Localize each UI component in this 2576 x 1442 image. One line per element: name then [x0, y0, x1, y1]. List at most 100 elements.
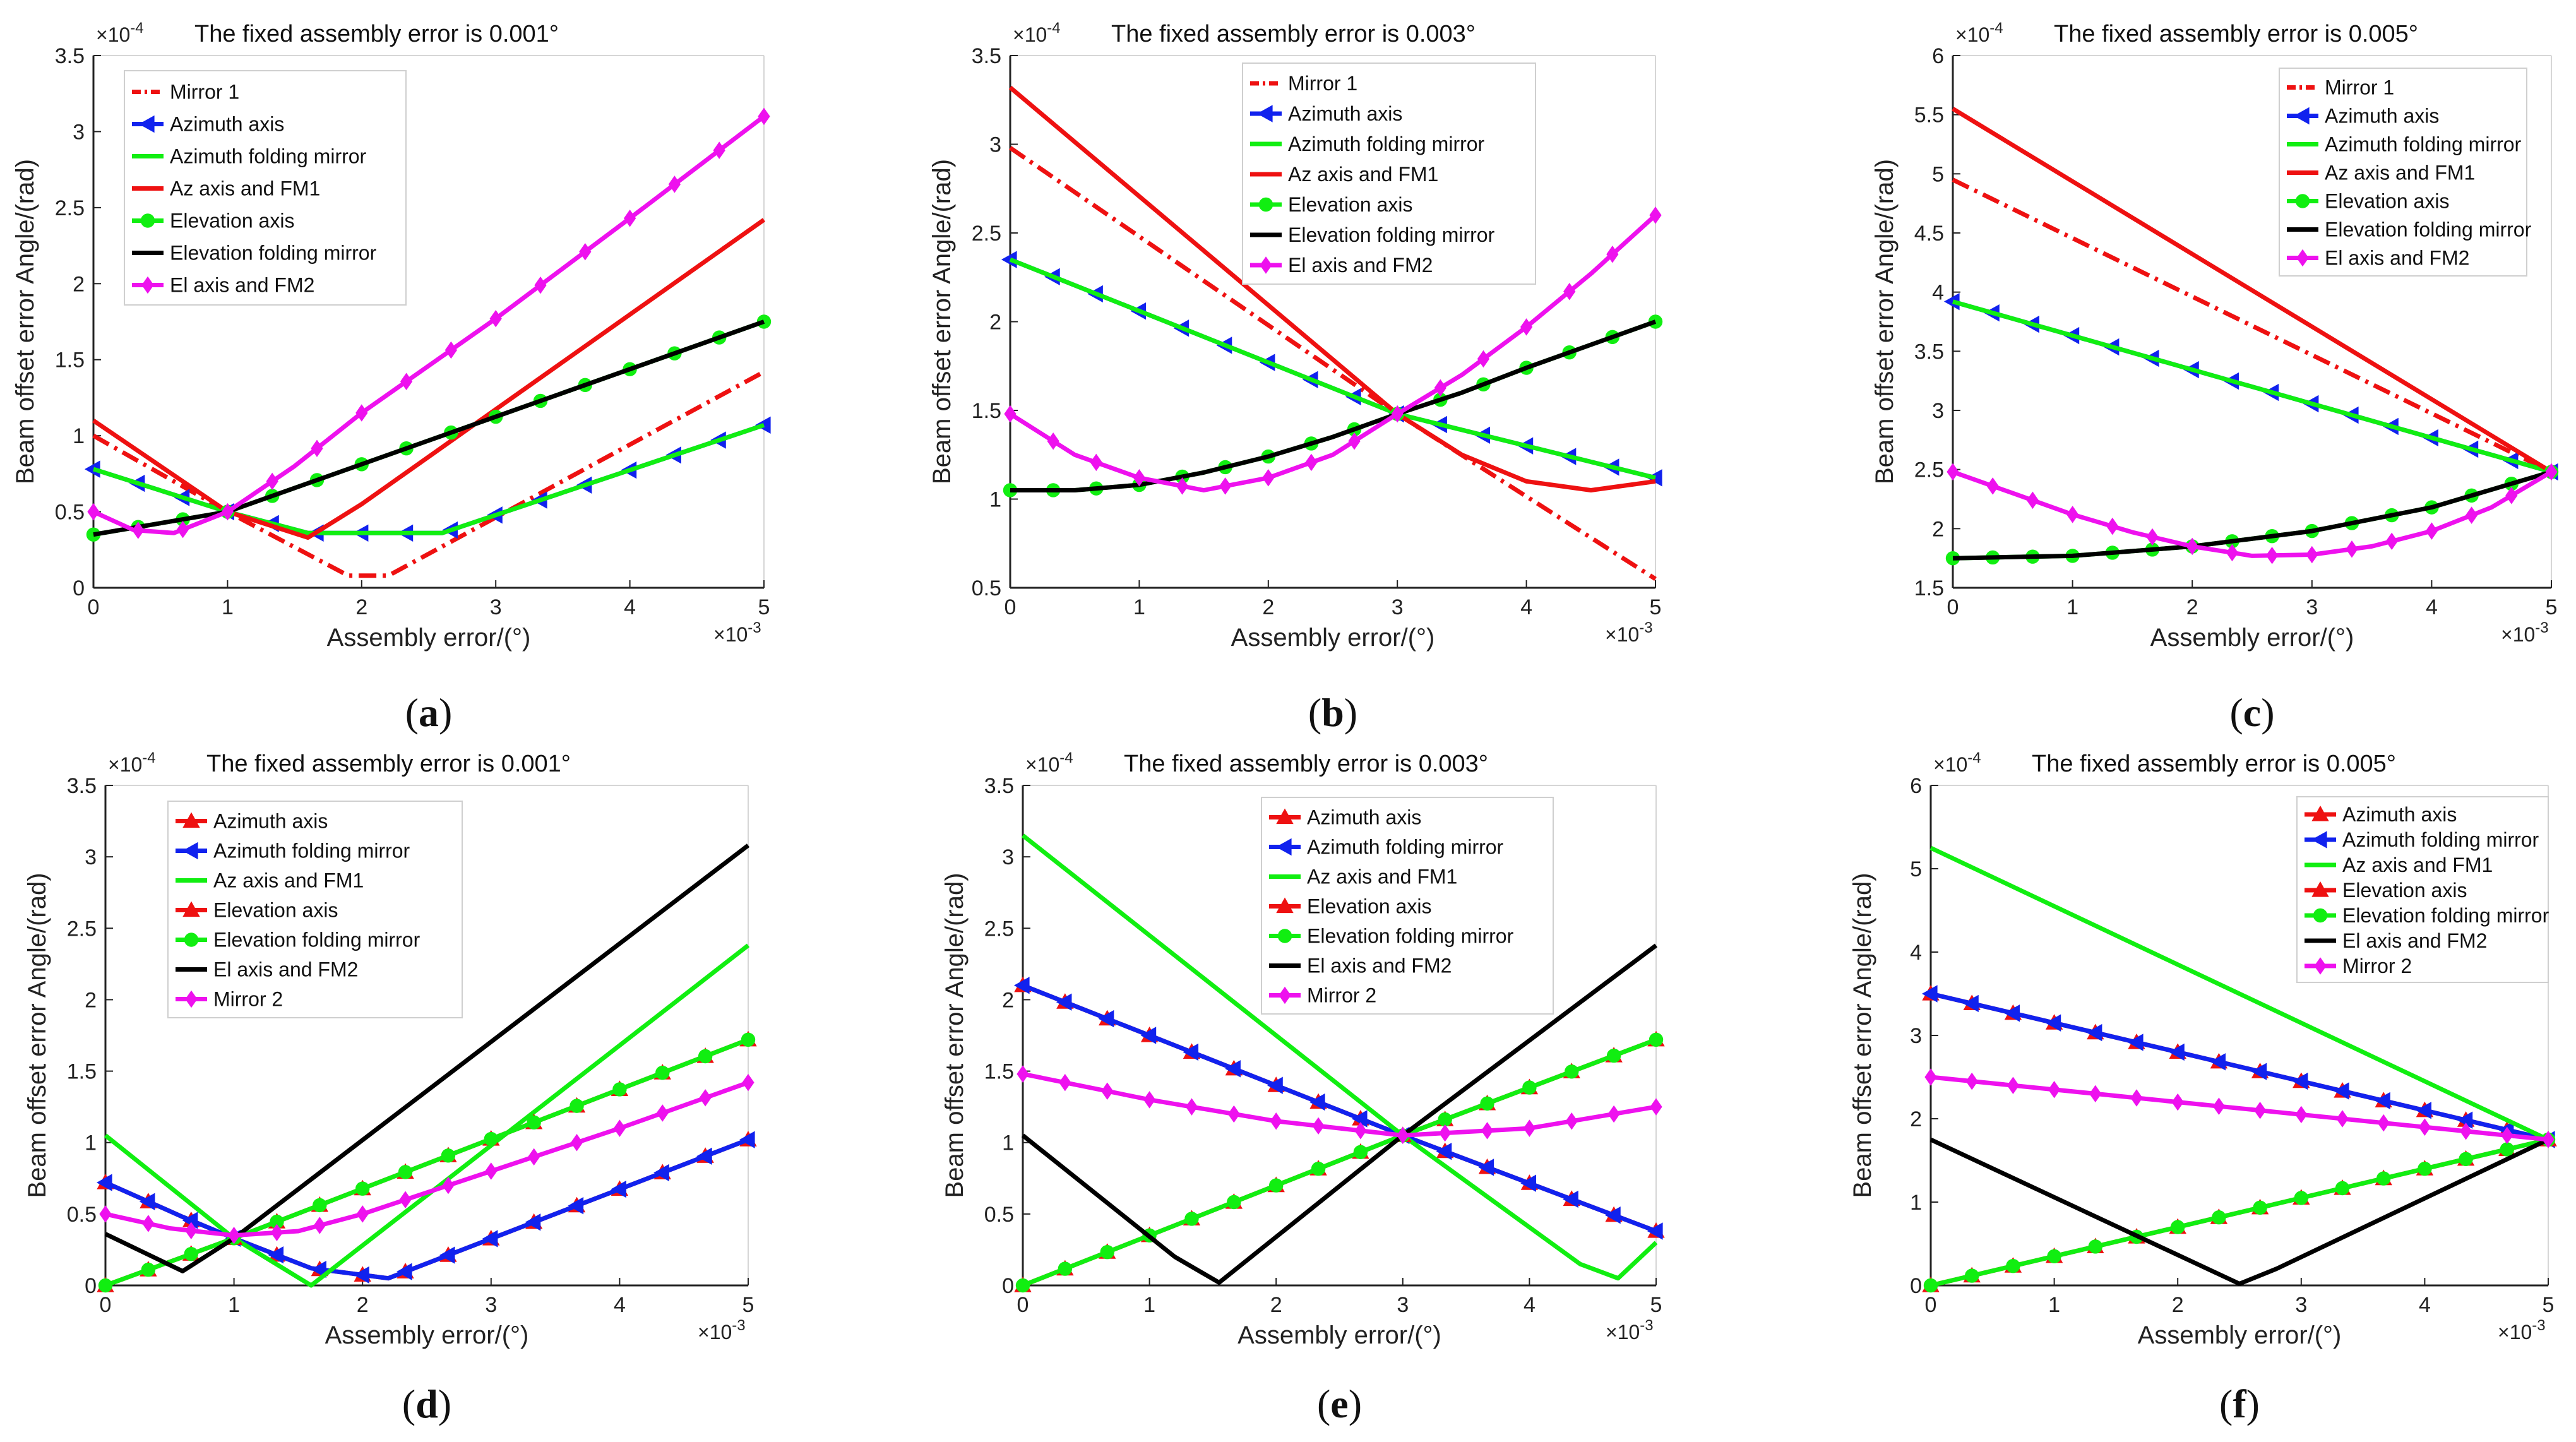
series-marker — [569, 1099, 584, 1113]
series-marker — [1921, 985, 1938, 1003]
y-tick-label: 6 — [1932, 44, 1944, 68]
legend-box — [2279, 68, 2527, 277]
series-marker — [1004, 405, 1017, 423]
legend-marker — [141, 276, 154, 294]
series-marker — [2418, 1162, 2432, 1176]
series-marker — [2336, 1110, 2349, 1128]
series-marker — [1522, 1080, 1537, 1095]
series-marker — [534, 276, 547, 294]
subfigure-paren-open: ( — [2219, 1381, 2233, 1426]
y-tick-label: 4 — [1932, 281, 1944, 305]
series-az-axis-and-fm1 — [1008, 85, 1656, 492]
series-marker — [1348, 432, 1361, 450]
subfigure-letter: a — [419, 690, 439, 735]
y-axis-label: Beam offset error Angle/(rad) — [23, 873, 51, 1198]
series-marker — [1965, 1268, 1979, 1283]
series-marker — [739, 1131, 755, 1148]
subfigure-paren-close: ) — [1349, 1381, 1362, 1426]
series-marker — [444, 341, 458, 359]
series-line — [1952, 177, 2553, 474]
legend-label: Elevation axis — [1288, 193, 1412, 216]
series-marker — [1185, 1098, 1198, 1116]
legend-item: Elevation folding mirror — [2305, 904, 2549, 927]
x-axis-label: Assembly error/(°) — [327, 624, 531, 652]
series-marker — [2335, 1181, 2350, 1196]
series-marker — [1015, 1278, 1030, 1293]
legend-label: Azimuth folding mirror — [1307, 836, 1504, 859]
x-tick-label: 1 — [2066, 595, 2078, 619]
subfigure-label: (f) — [2219, 1381, 2260, 1426]
series-marker — [2459, 1123, 2472, 1140]
series-marker — [1924, 1068, 1937, 1086]
legend-item: Azimuth axis — [176, 810, 328, 833]
legend-item: Mirror 2 — [176, 988, 283, 1011]
series-line — [1930, 991, 2549, 1142]
series-marker — [696, 1147, 712, 1165]
y-tick-label: 3 — [85, 845, 97, 869]
series-marker — [2088, 1239, 2103, 1254]
x-tick-label: 0 — [1005, 595, 1017, 619]
series-az-axis-and-fm1 — [1021, 833, 1658, 1281]
x-tick-label: 1 — [1143, 1293, 1155, 1317]
y-exponent-label: ×10-4 — [1933, 749, 1981, 776]
x-multiplier: ×10 — [713, 623, 748, 646]
series-marker — [1267, 1076, 1283, 1094]
chart-panel-b: 0 1 2 3 4 50.511.522.533.5×10-3×10-4 The fixed… — [928, 20, 1663, 735]
series-marker — [568, 1197, 584, 1215]
y-tick-label: 0 — [73, 576, 85, 600]
series-marker — [1607, 1105, 1620, 1123]
series-marker — [2171, 1093, 2184, 1111]
legend-marker — [1277, 929, 1292, 943]
x-tick-label: 4 — [2426, 595, 2438, 619]
series-marker — [1436, 1142, 1452, 1160]
series-marker — [1478, 1159, 1494, 1176]
series-marker — [653, 1164, 669, 1182]
legend-item: Az axis and FM1 — [1250, 163, 1438, 186]
series-marker — [484, 1131, 498, 1147]
x-tick-label: 2 — [2186, 595, 2198, 619]
x-tick-label: 0 — [100, 1293, 112, 1317]
y-tick-label: 3.5 — [1914, 340, 1944, 364]
legend-item: Azimuth axis — [1250, 102, 1402, 125]
legend-marker — [2293, 107, 2310, 125]
series-marker — [1923, 1278, 1938, 1293]
y-tick-label: 6 — [1910, 774, 1922, 798]
legend-label: Az axis and FM1 — [170, 177, 320, 200]
chart-title: The fixed assembly error is 0.003° — [1124, 751, 1488, 777]
y-axis-label: Beam offset error Angle/(rad) — [941, 873, 969, 1198]
y-axis-label: Beam offset error Angle/(rad) — [1871, 159, 1899, 484]
series-marker — [2292, 1072, 2308, 1090]
series-marker — [2376, 1171, 2391, 1186]
series-marker — [1351, 1110, 1368, 1128]
series-marker — [270, 1224, 283, 1242]
x-exponent-label: ×10-3 — [698, 1317, 746, 1344]
series-marker — [1098, 1010, 1114, 1028]
series-line — [1021, 833, 1658, 1281]
series-marker — [354, 1266, 369, 1284]
series-marker — [96, 1174, 112, 1191]
x-tick-label: 5 — [742, 1293, 754, 1317]
legend-label: Elevation axis — [2325, 190, 2449, 213]
series-marker — [1649, 1032, 1664, 1047]
series-marker — [1965, 1072, 1978, 1090]
series-marker — [1563, 1190, 1578, 1208]
x-tick-label: 2 — [357, 1293, 369, 1317]
chart-title: The fixed assembly error is 0.001° — [206, 751, 571, 777]
series-elevation-folding-mirror — [1923, 1132, 2556, 1293]
legend-box — [2296, 796, 2549, 983]
series-marker — [2210, 1053, 2226, 1071]
y-tick-label: 3 — [1932, 399, 1944, 423]
x-tick-label: 5 — [758, 595, 770, 619]
legend-item: Elevation folding mirror — [2287, 218, 2532, 241]
y-tick-label: 2.5 — [972, 222, 1001, 246]
x-tick-label: 3 — [490, 595, 502, 619]
series-marker — [1565, 1112, 1578, 1130]
series-marker — [1480, 1096, 1494, 1111]
y-axis-label: Beam offset error Angle/(rad) — [11, 159, 39, 484]
legend-marker — [138, 115, 155, 133]
series-marker — [2459, 1152, 2473, 1167]
series-marker — [139, 1193, 155, 1210]
series-marker — [227, 1227, 241, 1244]
series-marker — [741, 1032, 756, 1047]
chart-title: The fixed assembly error is 0.001° — [194, 21, 559, 47]
